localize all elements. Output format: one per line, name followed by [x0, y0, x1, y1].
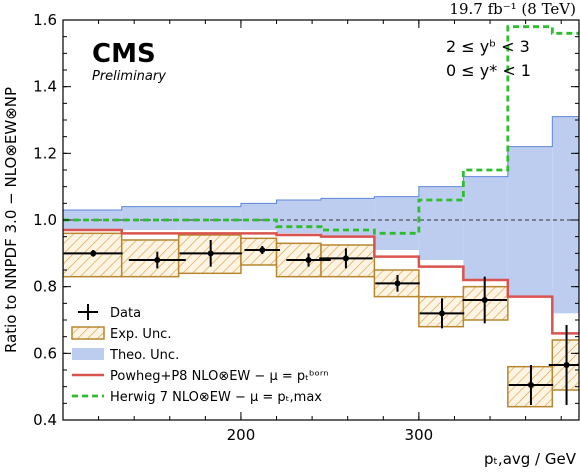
theo-unc-band	[121, 206, 179, 230]
x-tick-label: 200	[227, 426, 256, 444]
theo-unc-band	[552, 116, 579, 314]
y-tick-label: 1.2	[33, 144, 57, 162]
status-label: Preliminary	[92, 69, 166, 84]
y-tick-label: 0.6	[33, 344, 57, 362]
data-point	[286, 253, 331, 267]
theo-unc-band	[374, 196, 419, 250]
data-point-marker	[154, 257, 161, 263]
data-point-marker	[207, 250, 214, 257]
legend-exp-swatch	[71, 326, 105, 340]
data-point-marker	[527, 382, 534, 388]
data-point-marker	[394, 280, 401, 287]
x-tick-label: 300	[405, 426, 434, 444]
theo-unc-band	[418, 186, 464, 260]
y-axis-label: Ratio to NNPDF 3.0 − NLO⊗EW⊗NP	[2, 87, 20, 353]
data-point	[375, 275, 420, 292]
data-point-marker	[305, 257, 312, 263]
theo-unc-band	[276, 200, 321, 234]
data-point-marker	[259, 247, 266, 253]
data-point	[319, 248, 373, 269]
experiment-label: CMS	[92, 39, 156, 69]
legend-label: Data	[110, 306, 141, 321]
exp-unc-box	[120, 239, 180, 278]
cut-label-rapidity-boost: 2 ≤ yᵇ < 3	[446, 37, 530, 56]
legend-label: Theo. Unc.	[109, 348, 179, 363]
theo-unc-band	[240, 203, 277, 230]
herwig-line	[63, 25, 579, 235]
data-point-marker	[90, 250, 97, 257]
y-tick-label: 1.0	[33, 211, 57, 229]
legend-label: Powheg+P8 NLO⊗EW − μ = pₜᵇᵒʳⁿ	[110, 369, 328, 384]
powheg-line	[63, 228, 579, 335]
data-point-marker	[438, 310, 445, 317]
data-point	[128, 251, 186, 269]
data-point	[462, 276, 507, 324]
x-axis-label: pₜ,avg / GeV	[484, 450, 577, 468]
data-point	[419, 298, 465, 329]
y-tick-label: 0.8	[33, 278, 57, 296]
data-point-marker	[563, 362, 570, 368]
y-tick-label: 1.4	[33, 78, 57, 96]
data-point	[244, 246, 281, 254]
theo-unc-band	[463, 176, 508, 280]
theo-unc-band	[178, 206, 241, 230]
data-point	[63, 250, 123, 257]
lumi-label: 19.7 fb⁻¹ (8 TeV)	[449, 0, 576, 18]
legend-label: Exp. Unc.	[110, 327, 171, 342]
data-point-marker	[481, 297, 488, 303]
data-point	[508, 365, 554, 405]
theo-unc-band	[507, 146, 553, 297]
data-point-marker	[342, 255, 349, 262]
y-tick-label: 0.4	[33, 411, 57, 429]
data-point	[179, 240, 242, 267]
y-tick-label: 1.6	[33, 11, 57, 29]
cut-label-rapidity-star: 0 ≤ y* < 1	[446, 61, 531, 80]
legend-theo-swatch	[72, 348, 104, 360]
legend-label: Herwig 7 NLO⊗EW − μ = pₜ,max	[110, 390, 322, 405]
exp-unc-box	[240, 237, 278, 266]
